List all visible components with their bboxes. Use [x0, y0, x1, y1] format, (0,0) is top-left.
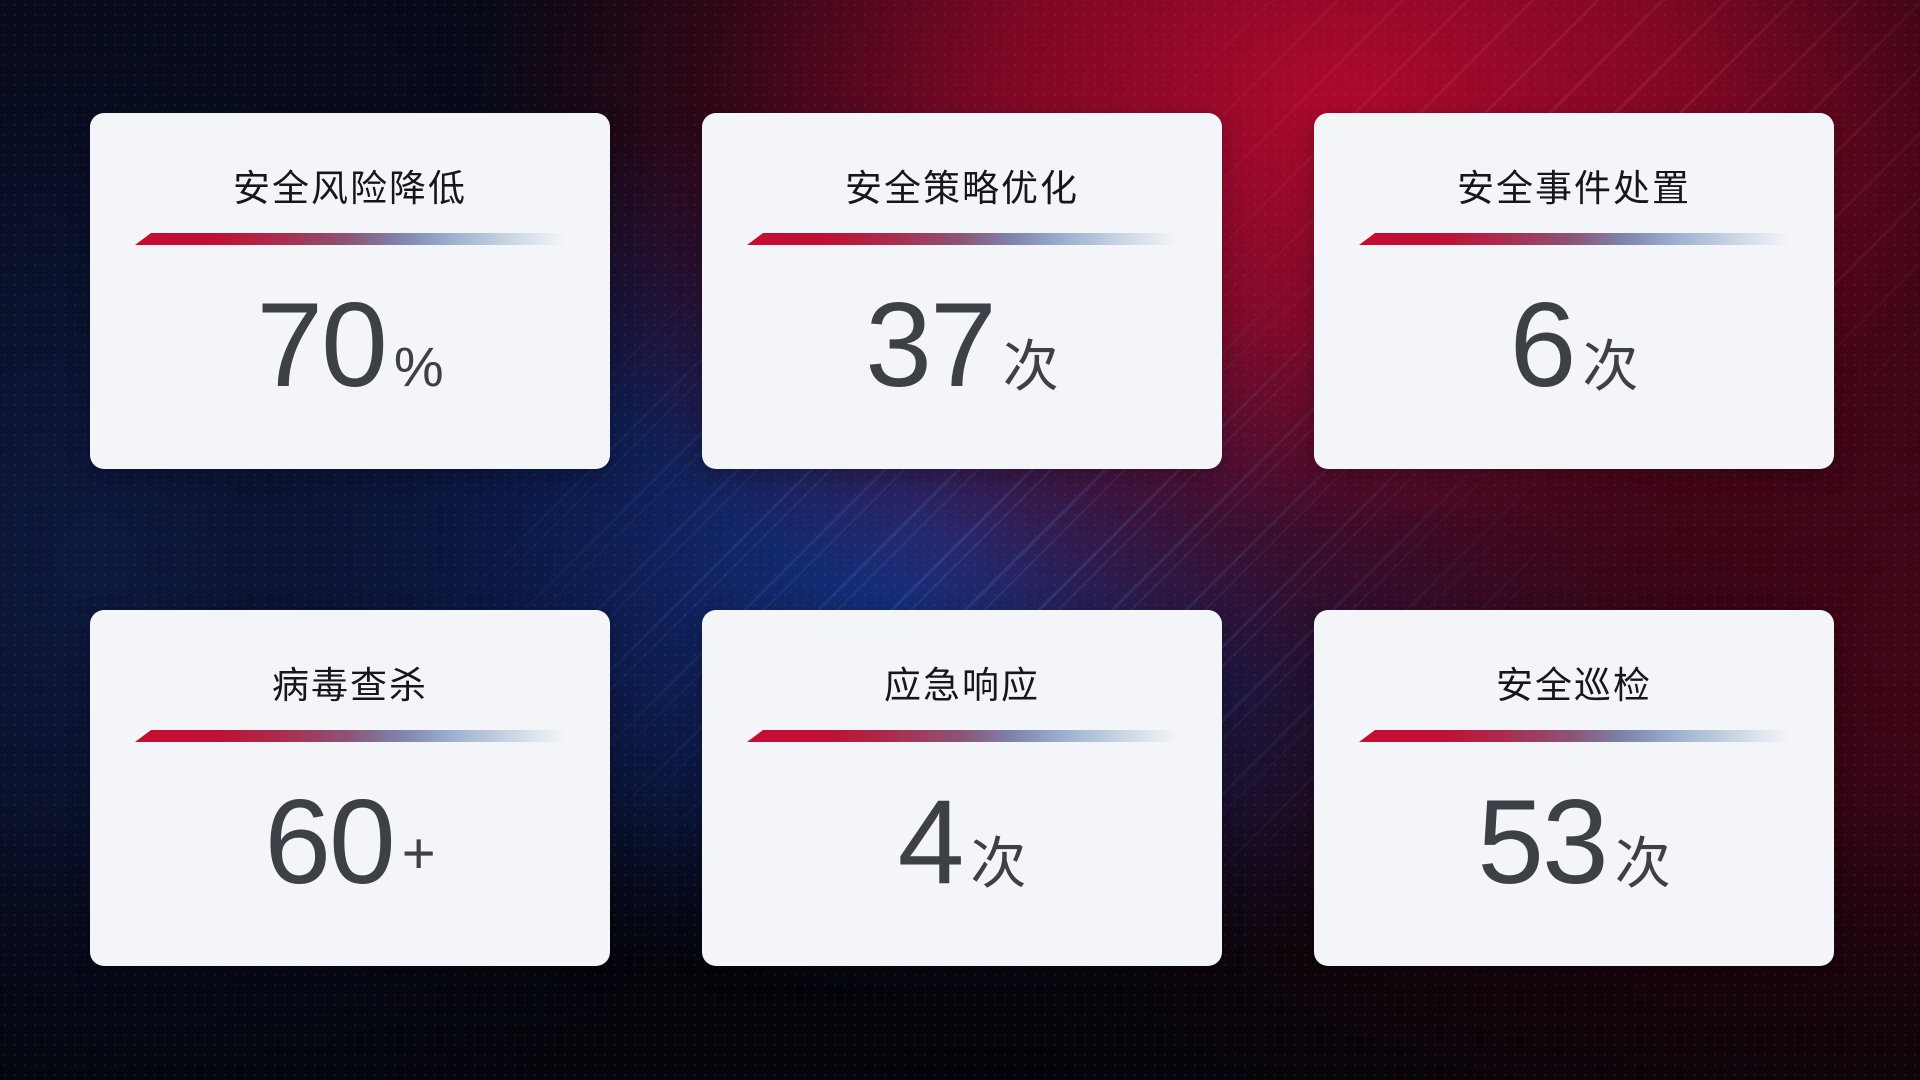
- card-title: 安全巡检: [1496, 665, 1652, 706]
- stat-value: 60: [264, 775, 395, 909]
- card-title: 安全策略优化: [845, 168, 1079, 209]
- stat-value-row: 60 +: [264, 782, 435, 902]
- gradient-divider: [1359, 233, 1789, 245]
- stat-value: 4: [897, 775, 965, 909]
- stat-unit: 次: [1002, 335, 1059, 398]
- stat-unit: +: [401, 821, 436, 886]
- stat-value-row: 53 次: [1477, 782, 1670, 902]
- gradient-divider: [1359, 730, 1789, 742]
- stat-card-emergency-response: 应急响应 4 次: [702, 610, 1222, 966]
- card-title: 安全事件处置: [1457, 168, 1691, 209]
- stat-unit: 次: [1582, 335, 1639, 398]
- stat-value: 70: [256, 278, 387, 412]
- stat-card-security-risk-reduction: 安全风险降低 70 %: [90, 113, 610, 469]
- stat-value: 6: [1509, 278, 1577, 412]
- stat-value-row: 37 次: [865, 285, 1058, 405]
- card-title: 病毒查杀: [272, 665, 428, 706]
- card-title: 应急响应: [884, 665, 1040, 706]
- gradient-divider: [135, 730, 565, 742]
- stat-card-virus-scan: 病毒查杀 60 +: [90, 610, 610, 966]
- gradient-divider: [135, 233, 565, 245]
- stat-unit: 次: [1614, 832, 1671, 895]
- card-title: 安全风险降低: [233, 168, 467, 209]
- stat-card-security-policy-optimization: 安全策略优化 37 次: [702, 113, 1222, 469]
- stat-value: 53: [1477, 775, 1608, 909]
- gradient-divider: [747, 233, 1177, 245]
- stat-card-security-incident-handling: 安全事件处置 6 次: [1314, 113, 1834, 469]
- stat-unit: %: [393, 335, 444, 398]
- stat-value-row: 6 次: [1510, 285, 1639, 405]
- stat-value-row: 4 次: [898, 782, 1027, 902]
- stat-card-security-inspection: 安全巡检 53 次: [1314, 610, 1834, 966]
- stat-unit: 次: [970, 832, 1027, 895]
- stat-value: 37: [865, 278, 996, 412]
- gradient-divider: [747, 730, 1177, 742]
- stat-value-row: 70 %: [256, 285, 443, 405]
